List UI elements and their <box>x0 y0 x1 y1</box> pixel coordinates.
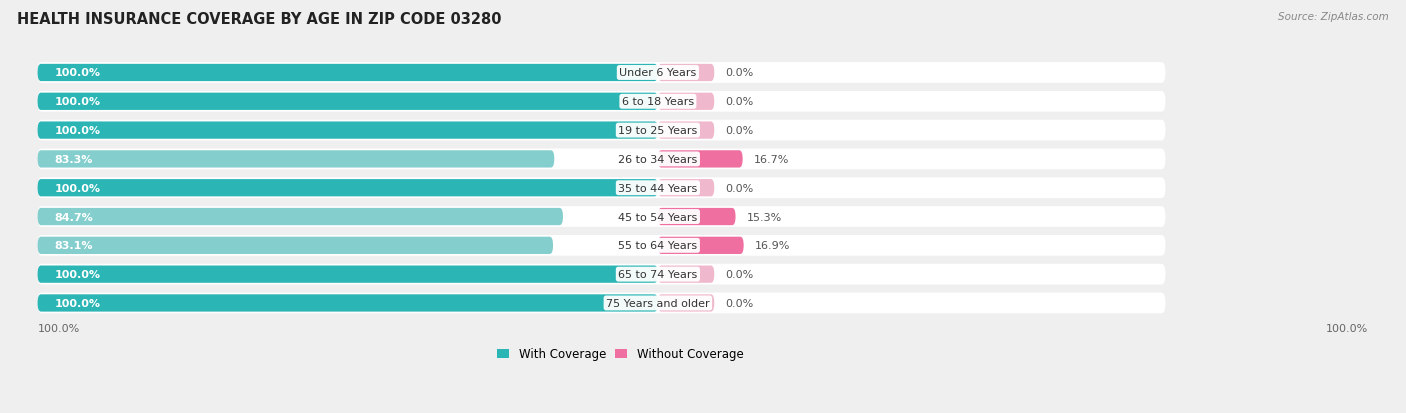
Text: 75 Years and older: 75 Years and older <box>606 298 710 308</box>
FancyBboxPatch shape <box>38 151 554 168</box>
Text: 0.0%: 0.0% <box>725 298 754 308</box>
FancyBboxPatch shape <box>658 65 714 82</box>
Text: 45 to 54 Years: 45 to 54 Years <box>619 212 697 222</box>
Text: 16.9%: 16.9% <box>755 241 790 251</box>
FancyBboxPatch shape <box>38 206 1166 227</box>
FancyBboxPatch shape <box>38 264 1166 285</box>
Text: 0.0%: 0.0% <box>725 183 754 193</box>
FancyBboxPatch shape <box>658 294 714 312</box>
FancyBboxPatch shape <box>658 122 714 140</box>
FancyBboxPatch shape <box>38 63 1166 84</box>
Text: 100.0%: 100.0% <box>55 298 100 308</box>
FancyBboxPatch shape <box>38 266 658 283</box>
FancyBboxPatch shape <box>658 93 714 111</box>
Text: 0.0%: 0.0% <box>725 126 754 136</box>
Text: Source: ZipAtlas.com: Source: ZipAtlas.com <box>1278 12 1389 22</box>
FancyBboxPatch shape <box>658 180 714 197</box>
FancyBboxPatch shape <box>38 122 658 140</box>
Text: 6 to 18 Years: 6 to 18 Years <box>621 97 695 107</box>
FancyBboxPatch shape <box>38 92 1166 112</box>
FancyBboxPatch shape <box>658 266 714 283</box>
FancyBboxPatch shape <box>38 178 1166 199</box>
FancyBboxPatch shape <box>38 93 658 111</box>
FancyBboxPatch shape <box>658 209 735 225</box>
Text: 100.0%: 100.0% <box>55 68 100 78</box>
Text: 19 to 25 Years: 19 to 25 Years <box>619 126 697 136</box>
Text: 100.0%: 100.0% <box>38 323 80 333</box>
FancyBboxPatch shape <box>38 149 1166 170</box>
Text: 55 to 64 Years: 55 to 64 Years <box>619 241 697 251</box>
FancyBboxPatch shape <box>38 294 658 312</box>
FancyBboxPatch shape <box>38 121 1166 141</box>
Text: 84.7%: 84.7% <box>55 212 93 222</box>
FancyBboxPatch shape <box>38 65 658 82</box>
Text: 83.1%: 83.1% <box>55 241 93 251</box>
Text: Under 6 Years: Under 6 Years <box>619 68 696 78</box>
Text: 35 to 44 Years: 35 to 44 Years <box>619 183 697 193</box>
Text: 100.0%: 100.0% <box>55 183 100 193</box>
Text: 26 to 34 Years: 26 to 34 Years <box>619 154 697 164</box>
Text: 83.3%: 83.3% <box>55 154 93 164</box>
FancyBboxPatch shape <box>38 235 1166 256</box>
FancyBboxPatch shape <box>658 237 744 254</box>
Text: 100.0%: 100.0% <box>55 270 100 280</box>
Legend: With Coverage, Without Coverage: With Coverage, Without Coverage <box>492 343 748 366</box>
FancyBboxPatch shape <box>38 293 1166 313</box>
FancyBboxPatch shape <box>38 209 562 225</box>
FancyBboxPatch shape <box>38 180 658 197</box>
Text: 100.0%: 100.0% <box>55 126 100 136</box>
Text: 0.0%: 0.0% <box>725 270 754 280</box>
FancyBboxPatch shape <box>38 237 553 254</box>
Text: 15.3%: 15.3% <box>747 212 782 222</box>
Text: 0.0%: 0.0% <box>725 68 754 78</box>
Text: 100.0%: 100.0% <box>1326 323 1368 333</box>
Text: 16.7%: 16.7% <box>754 154 789 164</box>
Text: 0.0%: 0.0% <box>725 97 754 107</box>
Text: 65 to 74 Years: 65 to 74 Years <box>619 270 697 280</box>
Text: HEALTH INSURANCE COVERAGE BY AGE IN ZIP CODE 03280: HEALTH INSURANCE COVERAGE BY AGE IN ZIP … <box>17 12 502 27</box>
FancyBboxPatch shape <box>658 151 742 168</box>
Text: 100.0%: 100.0% <box>55 97 100 107</box>
